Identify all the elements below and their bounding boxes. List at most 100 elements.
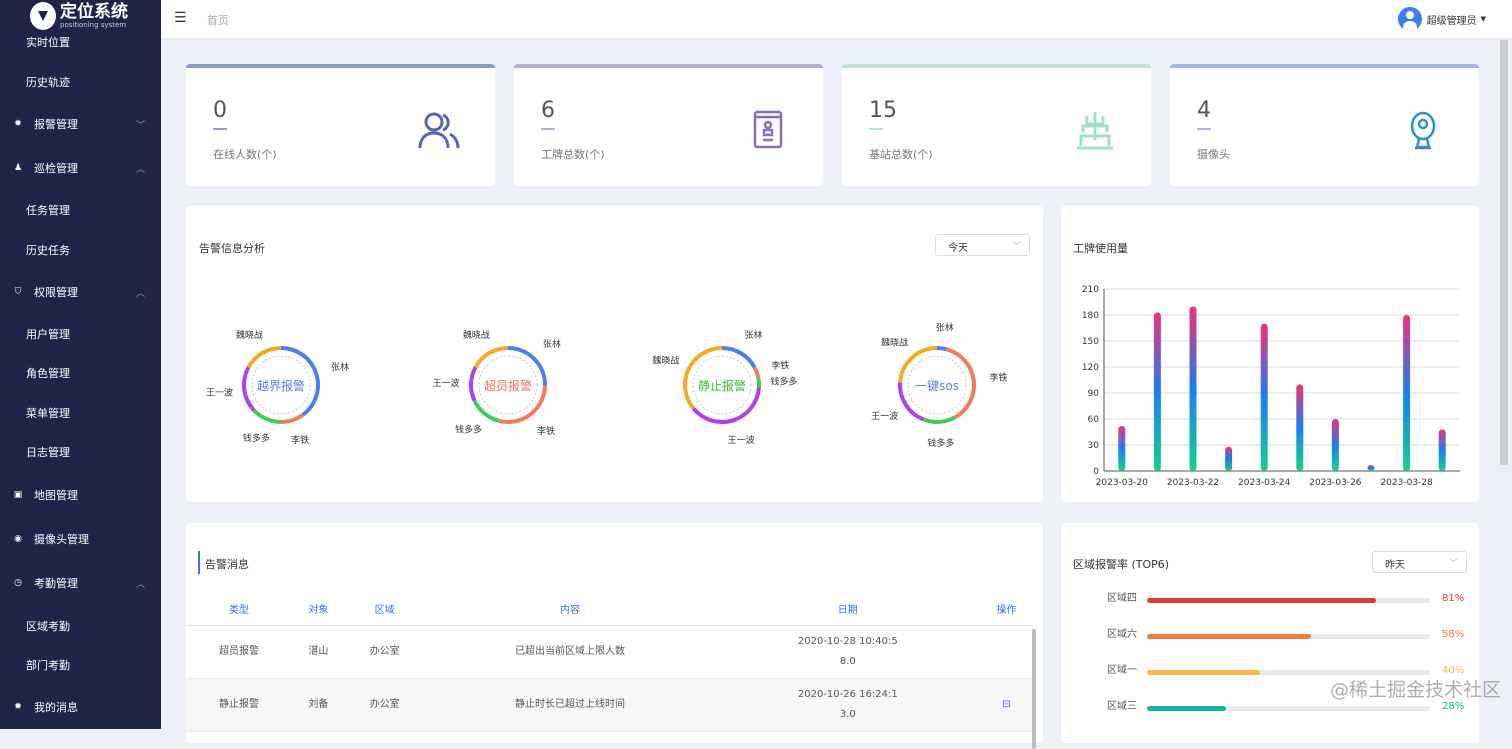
donut-slice[interactable]	[683, 346, 723, 410]
donut-slice[interactable]	[898, 346, 938, 383]
period-select[interactable]: 昨天 ﹀	[1372, 551, 1467, 573]
donut-title: 一键sos	[915, 379, 959, 393]
donut-slice[interactable]	[252, 408, 282, 424]
slice-label: 王一波	[871, 410, 898, 422]
donut-slice[interactable]	[936, 346, 947, 352]
shield-icon: ⛉	[14, 287, 22, 297]
sidebar-item[interactable]: 用户管理	[0, 324, 161, 344]
page-scrollbar[interactable]	[1500, 40, 1508, 465]
stat-value: 6	[541, 98, 555, 123]
bar[interactable]	[1118, 425, 1126, 471]
donut-slice[interactable]	[473, 346, 509, 369]
donut-title: 静止报警	[698, 378, 746, 393]
donut-slice[interactable]	[469, 366, 478, 402]
donut-slice[interactable]	[898, 382, 925, 422]
breadcrumb[interactable]: 首页	[207, 14, 229, 27]
stat-label: 摄像头	[1197, 148, 1230, 161]
slice-label: 李铁	[771, 359, 789, 371]
menu-toggle-icon[interactable]: ☰	[174, 10, 187, 26]
avatar	[1397, 7, 1422, 31]
cell-action: ⊟	[980, 678, 1033, 732]
bar[interactable]	[1367, 465, 1375, 471]
column-header[interactable]: 内容	[424, 593, 716, 626]
chevron-down-icon: ﹀	[1011, 242, 1021, 252]
donut-slice[interactable]	[922, 415, 956, 424]
stat-value: 15	[869, 98, 897, 123]
sidebar-item[interactable]: ◷ 考勤管理 ︿	[0, 573, 161, 593]
y-tick-label: 60	[1088, 415, 1100, 425]
sidebar-item[interactable]: 角色管理	[0, 363, 161, 383]
stat-underline	[1197, 128, 1211, 130]
sidebar-item[interactable]: 菜单管理	[0, 403, 161, 423]
column-header[interactable]: 操作	[980, 593, 1033, 626]
slice-label: 李铁	[537, 425, 555, 437]
donut-slice[interactable]	[498, 384, 547, 424]
y-tick-label: 0	[1093, 467, 1099, 477]
column-header[interactable]: 区域	[344, 593, 425, 626]
users-icon	[417, 110, 461, 150]
sidebar-item[interactable]: ♟ 巡检管理 ︿	[0, 158, 161, 178]
x-tick-label: 2023-03-22	[1167, 478, 1219, 488]
cell-content: 静止时长已超过上线时间	[424, 678, 716, 732]
sidebar-item[interactable]: 部门考勤	[0, 655, 161, 675]
stat-underline	[869, 128, 883, 130]
sidebar-item[interactable]: 实时位置	[0, 32, 161, 52]
bar[interactable]	[1331, 419, 1339, 471]
bar[interactable]	[1153, 312, 1161, 471]
bar[interactable]	[1225, 446, 1233, 471]
donut-slice[interactable]	[246, 346, 282, 369]
bar[interactable]	[1296, 384, 1304, 471]
donut-slice[interactable]	[945, 347, 976, 420]
period-select[interactable]: 今天 ﹀	[935, 234, 1030, 256]
sidebar-item[interactable]: 区域考勤	[0, 616, 161, 636]
slice-label: 李铁	[990, 372, 1008, 384]
bar[interactable]	[1189, 306, 1197, 471]
sidebar-item[interactable]: 历史任务	[0, 240, 161, 260]
donut-slice[interactable]	[242, 366, 256, 412]
sidebar-item[interactable]: 日志管理	[0, 442, 161, 462]
donut-slice[interactable]	[752, 366, 761, 379]
column-header[interactable]: 日期	[715, 593, 980, 626]
stat-card: 4 摄像头	[1170, 64, 1479, 186]
sidebar-item[interactable]: ⛉ 权限管理 ︿	[0, 282, 161, 302]
donut-slice[interactable]	[721, 346, 757, 369]
table-row[interactable]: 静止报警 刘备 办公室 静止时长已超过上线时间 2020-10-26 16:24:1 3.…	[186, 678, 1033, 732]
stat-label: 基站总数(个)	[869, 148, 933, 161]
sidebar-item[interactable]: ◉ 摄像头管理	[0, 529, 161, 549]
alarm-messages-panel: 告警消息 类型 对象 区域 内容 日期 操作 超员报警 湛山 办公室 已超出当前区域上限人数 20…	[186, 523, 1043, 749]
sidebar-item-label: 菜单管理	[26, 407, 70, 420]
sidebar-item[interactable]: 历史轨迹	[0, 72, 161, 92]
donut-title: 超员报警	[484, 378, 532, 393]
app-subtitle: positioning system	[60, 20, 127, 29]
sidebar-item[interactable]: ▣ 地图管理	[0, 485, 161, 505]
donut-slice[interactable]	[280, 346, 320, 417]
area-label: 区域四	[1107, 593, 1137, 604]
table-row[interactable]: 超员报警 湛山 办公室 已超出当前区域上限人数 2020-10-28 10:40:5 8.…	[186, 625, 1033, 679]
bar[interactable]	[1438, 429, 1446, 471]
watermark: @稀土掘金技术社区	[1330, 679, 1502, 701]
donut-slice[interactable]	[472, 399, 500, 423]
column-header[interactable]: 类型	[186, 593, 292, 626]
sidebar-item[interactable]: ✹ 报警管理 ﹀	[0, 114, 161, 134]
table-scrollbar[interactable]	[1032, 629, 1036, 749]
donut-slice[interactable]	[507, 346, 547, 386]
donut-slice[interactable]	[691, 387, 761, 424]
cell-action	[980, 625, 1033, 679]
sidebar-item-label: 摄像头管理	[34, 533, 89, 546]
sidebar-item[interactable]: ✹ 我的消息	[0, 697, 161, 717]
bar[interactable]	[1260, 323, 1268, 471]
donut-slice[interactable]	[756, 377, 761, 388]
sidebar-item-label: 历史任务	[26, 244, 70, 257]
user-menu[interactable]: 超级管理员 ▼	[1397, 7, 1486, 31]
sidebar-item-label: 区域考勤	[26, 620, 70, 633]
bar[interactable]	[1403, 315, 1411, 471]
bar-chart: 0 30 60 90 120 150 180 210 2023-03-20 2023-03-22 2…	[1082, 285, 1460, 488]
donut-slice[interactable]	[280, 413, 304, 424]
stat-underline	[541, 128, 555, 130]
map-icon: ▣	[13, 490, 23, 500]
progress-fill	[1147, 706, 1227, 711]
view-icon[interactable]: ⊟	[1002, 698, 1011, 710]
column-header[interactable]: 对象	[291, 593, 345, 626]
slice-label: 张林	[543, 338, 561, 350]
sidebar-item[interactable]: 任务管理	[0, 200, 161, 220]
